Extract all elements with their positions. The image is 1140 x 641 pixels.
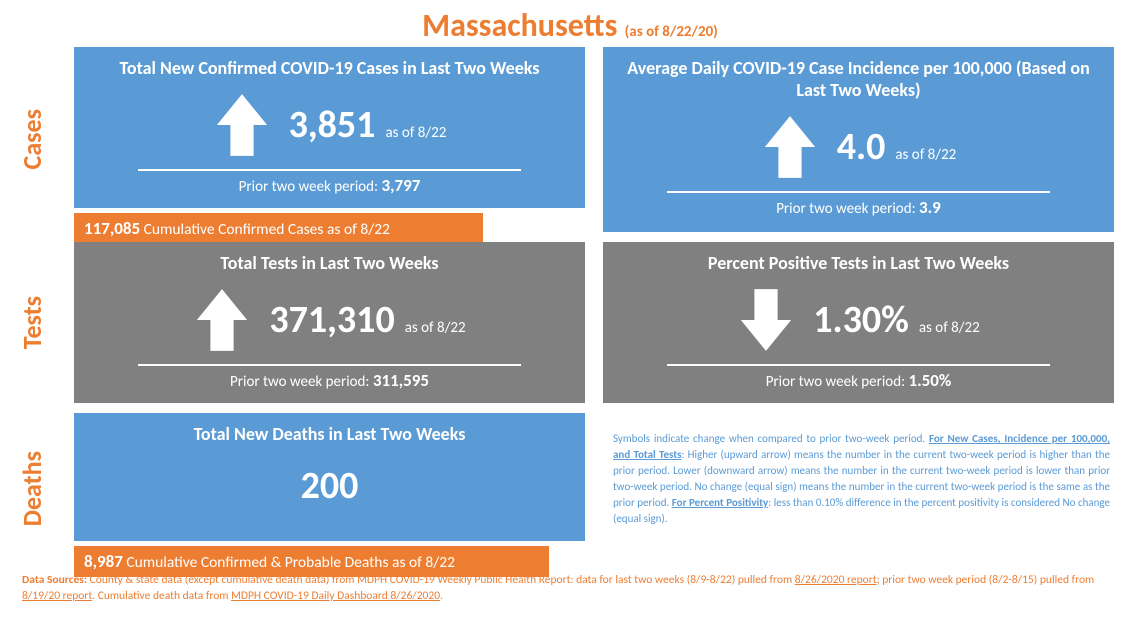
card-new-cases: Total New Confirmed COVID-19 Cases in La… — [74, 47, 585, 208]
title-main: Massachusetts — [422, 6, 617, 45]
big-number: 371,310 — [269, 297, 394, 343]
prior-row: Prior two week period: 3,797 — [138, 169, 521, 196]
arrow-up-icon — [213, 89, 271, 161]
value-text: 1.30% as of 8/22 — [813, 297, 980, 343]
as-of: as of 8/22 — [919, 319, 980, 337]
source-link[interactable]: MDPH COVID-19 Daily Dashboard 8/26/2020 — [231, 589, 440, 603]
as-of: as of 8/22 — [405, 319, 466, 337]
card-title: Average Daily COVID-19 Case Incidence pe… — [619, 57, 1098, 101]
card-wrap-new-cases: Total New Confirmed COVID-19 Cases in La… — [74, 47, 585, 232]
card-title: Total New Deaths in Last Two Weeks — [90, 423, 569, 445]
source-link[interactable]: 8/26/2020 report — [795, 573, 877, 587]
card-wrap-deaths: Total New Deaths in Last Two Weeks 200 8… — [74, 413, 585, 565]
value-row: 371,310 as of 8/22 — [90, 278, 569, 358]
prior-value: 3.9 — [919, 197, 941, 218]
card-tests: Total Tests in Last Two Weeks 371,310 as… — [74, 242, 585, 403]
value-text: 4.0 as of 8/22 — [837, 124, 957, 170]
prior-value: 1.50% — [909, 370, 952, 391]
row-label-cases: Cases — [16, 109, 48, 169]
value-text: 3,851 as of 8/22 — [289, 102, 447, 148]
prior-value: 3,797 — [381, 175, 420, 196]
as-of: as of 8/22 — [895, 146, 956, 164]
big-number: 4.0 — [837, 124, 886, 170]
arrow-up-icon — [761, 111, 819, 183]
value-row: 4.0 as of 8/22 — [619, 105, 1098, 185]
cumulative-banner: 8,987 Cumulative Confirmed & Probable De… — [74, 546, 549, 577]
as-of: as of 8/22 — [385, 124, 446, 142]
banner-text: Cumulative Confirmed & Probable Deaths a… — [126, 553, 455, 572]
cumulative-banner: 117,085 Cumulative Confirmed Cases as of… — [74, 213, 483, 244]
big-number: 3,851 — [289, 102, 376, 148]
sources-text: . Cumulative death data from — [92, 589, 231, 603]
source-link[interactable]: 8/19/20 report — [22, 589, 92, 603]
sources-text: ; prior two week period (8/2-8/15) pulle… — [877, 573, 1095, 587]
card-deaths: Total New Deaths in Last Two Weeks 200 — [74, 413, 585, 541]
value-row: 3,851 as of 8/22 — [90, 83, 569, 163]
footnote-text: Symbols indicate change when compared to… — [613, 432, 929, 445]
value-text: 371,310 as of 8/22 — [269, 297, 465, 343]
prior-row: Prior two week period: 3.9 — [667, 191, 1050, 218]
dashboard-grid: Cases Total New Confirmed COVID-19 Cases… — [0, 47, 1140, 565]
prior-row: Prior two week period: 1.50% — [667, 364, 1050, 391]
prior-value: 311,595 — [373, 370, 429, 391]
prior-label: Prior two week period: — [766, 373, 905, 391]
card-title: Total New Confirmed COVID-19 Cases in La… — [90, 57, 569, 79]
value-row: 1.30% as of 8/22 — [619, 278, 1098, 358]
title-sub: (as of 8/22/20) — [625, 23, 718, 41]
banner-number: 8,987 — [84, 551, 123, 572]
value-text: 200 — [301, 463, 359, 509]
prior-row: Prior two week period: 311,595 — [138, 364, 521, 391]
banner-number: 117,085 — [84, 218, 140, 239]
arrow-down-icon — [737, 284, 795, 356]
banner-text: Cumulative Confirmed Cases as of 8/22 — [144, 220, 390, 239]
row-label-deaths: Deaths — [16, 451, 48, 526]
page-title: Massachusetts (as of 8/22/20) — [0, 0, 1140, 47]
value-row: 200 — [90, 449, 569, 529]
card-incidence: Average Daily COVID-19 Case Incidence pe… — [603, 47, 1114, 232]
big-number: 200 — [301, 463, 359, 509]
footnote-underline: For Percent Positivity — [672, 496, 769, 509]
footnote: Symbols indicate change when compared to… — [603, 413, 1114, 565]
prior-label: Prior two week period: — [230, 373, 369, 391]
prior-label: Prior two week period: — [776, 200, 915, 218]
card-title: Total Tests in Last Two Weeks — [90, 252, 569, 274]
card-title: Percent Positive Tests in Last Two Weeks — [619, 252, 1098, 274]
prior-label: Prior two week period: — [239, 178, 378, 196]
big-number: 1.30% — [813, 297, 909, 343]
card-positivity: Percent Positive Tests in Last Two Weeks… — [603, 242, 1114, 403]
arrow-up-icon — [193, 284, 251, 356]
row-label-tests: Tests — [16, 296, 48, 349]
sources-text: . — [440, 589, 443, 603]
